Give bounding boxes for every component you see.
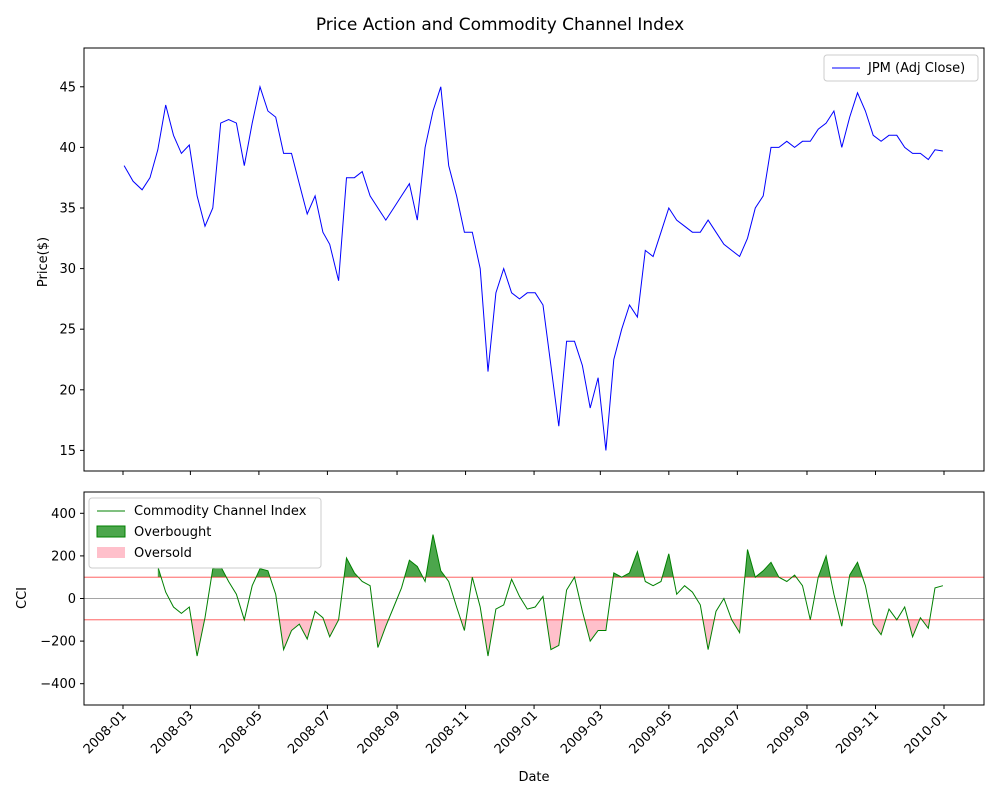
oversold-fill: [584, 619, 608, 642]
overbought-fill: [211, 566, 227, 578]
price-legend: JPM (Adj Close): [823, 54, 979, 82]
overbought-fill: [662, 553, 674, 578]
oversold-fill: [191, 619, 205, 656]
price-ytick-label: 25: [59, 323, 76, 338]
price-line: [123, 84, 943, 451]
oversold-fill: [323, 619, 339, 637]
overbought-fill: [755, 562, 779, 578]
oversold-fill: [546, 619, 563, 650]
cci-ytick-label: 400: [51, 507, 76, 522]
cci-ytick-label: −200: [40, 635, 76, 650]
oversold-swatch: [97, 547, 125, 558]
oversold-fill: [702, 619, 715, 650]
price-ylabel: Price($): [36, 237, 51, 287]
x-axis-label: Date: [518, 770, 549, 785]
price-ytick-label: 35: [59, 201, 76, 216]
overbought-fill: [404, 560, 423, 578]
cci-legend-label-cci: Commodity Channel Index: [134, 504, 307, 519]
overbought-fill: [744, 549, 756, 578]
price-ytick-label: 30: [59, 262, 76, 277]
cci-legend-box: [88, 497, 322, 569]
cci-legend-label-oversold: Oversold: [134, 546, 192, 561]
oversold-fill: [908, 619, 920, 637]
price-ytick-label: 40: [59, 141, 76, 156]
overbought-fill: [425, 534, 446, 578]
price-ytick-label: 15: [59, 444, 76, 459]
overbought-swatch: [96, 525, 126, 538]
cci-legend: Commodity Channel Index Overbought Overs…: [88, 497, 322, 569]
oversold-fill: [374, 619, 389, 648]
oversold-fill: [279, 619, 313, 650]
oversold-fill: [872, 619, 886, 635]
price-ytick-label: 20: [59, 383, 76, 398]
cci-ytick-label: −400: [40, 677, 76, 692]
price-panel: 15 20 25 30 35 40 45 Price($) JPM (Adj Close): [36, 47, 985, 475]
cci-line: [157, 534, 944, 657]
price-legend-label: JPM (Adj Close): [867, 61, 965, 76]
oversold-fill: [482, 619, 495, 656]
price-legend-box: [823, 54, 979, 82]
price-ytick-label: 45: [59, 80, 76, 95]
cci-ytick-label: 0: [68, 592, 76, 607]
chart-title: Price Action and Commodity Channel Index: [316, 15, 684, 35]
overbought-fill: [818, 555, 831, 578]
cci-legend-label-overbought: Overbought: [134, 525, 211, 540]
cci-ytick-label: 200: [51, 549, 76, 564]
overbought-fill: [849, 562, 863, 578]
cci-ylabel: CCI: [15, 587, 30, 609]
